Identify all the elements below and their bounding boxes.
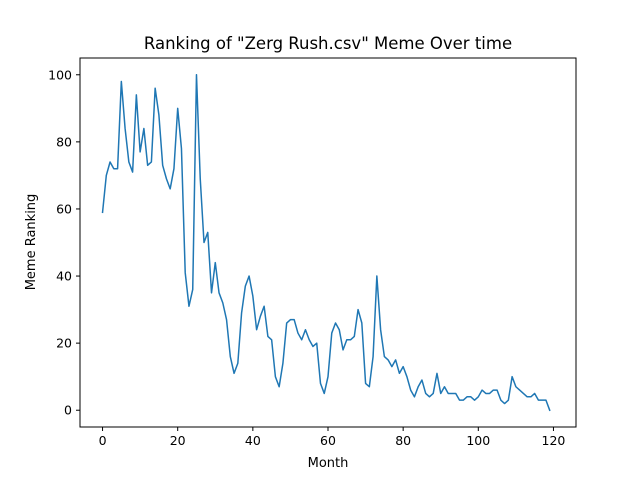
x-tick-label: 0 <box>99 433 107 448</box>
series-line-1 <box>101 74 551 412</box>
plot-area <box>80 58 576 427</box>
y-axis-ticks: 0 20 40 60 80 100 <box>48 67 80 418</box>
y-tick-label: 20 <box>56 336 72 351</box>
y-tick-label: 80 <box>56 134 72 149</box>
chart-title: Ranking of "Zerg Rush.csv" Meme Over tim… <box>144 34 512 53</box>
series-layer <box>101 74 551 412</box>
y-tick-label: 0 <box>64 403 72 418</box>
x-tick-label: 40 <box>245 433 261 448</box>
x-axis-label: Month <box>308 456 349 471</box>
x-tick-label: 80 <box>395 433 411 448</box>
y-tick-label: 100 <box>48 67 72 82</box>
plot-frame <box>79 57 577 428</box>
y-tick-label: 60 <box>56 201 72 216</box>
x-tick-label: 60 <box>320 433 336 448</box>
x-tick-label: 20 <box>170 433 186 448</box>
y-axis-label: Meme Ranking <box>24 194 39 291</box>
x-tick-label: 120 <box>542 433 566 448</box>
x-axis-ticks: 0 20 40 60 80 100 120 <box>99 427 566 448</box>
x-tick-label: 100 <box>466 433 490 448</box>
y-tick-label: 40 <box>56 269 72 284</box>
